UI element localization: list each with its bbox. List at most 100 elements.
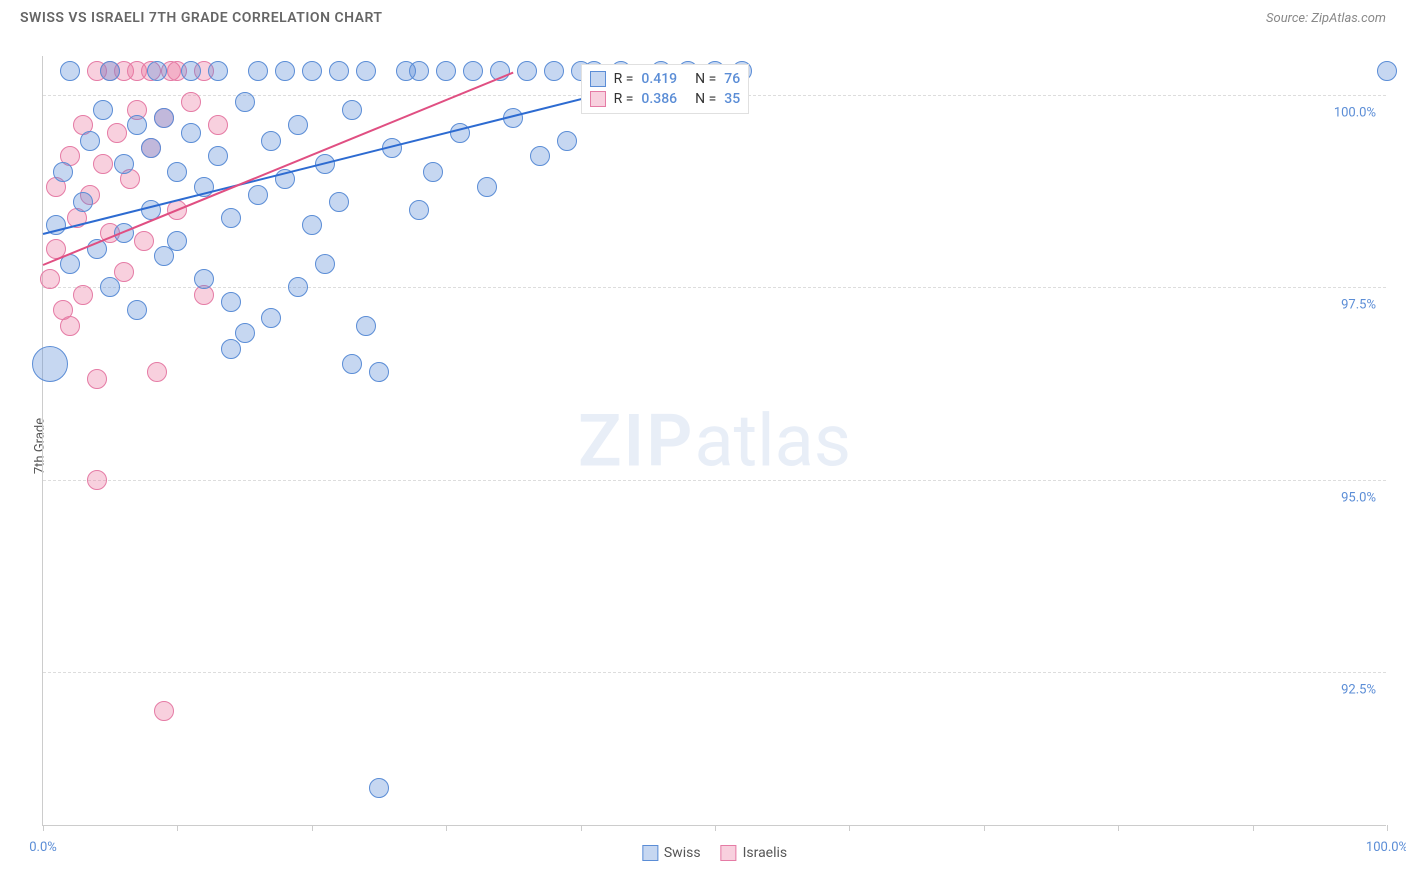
scatter-point-swiss [208, 146, 228, 166]
scatter-point-israelis [87, 470, 107, 490]
x-tick [177, 825, 178, 831]
scatter-point-swiss [517, 61, 537, 81]
scatter-point-swiss [248, 61, 268, 81]
y-tick-label: 95.0% [1316, 490, 1376, 505]
legend-label-israelis: Israelis [743, 845, 788, 861]
scatter-point-swiss [221, 339, 241, 359]
scatter-point-swiss [302, 61, 322, 81]
scatter-point-swiss [409, 200, 429, 220]
scatter-point-swiss [60, 61, 80, 81]
n-value-swiss: 76 [724, 71, 740, 87]
x-tick [1387, 825, 1388, 831]
scatter-point-swiss [356, 316, 376, 336]
scatter-point-swiss [530, 146, 550, 166]
x-tick-label: 100.0% [1366, 840, 1406, 855]
scatter-point-swiss [32, 346, 68, 382]
stats-row-israelis: R = 0.386 N = 35 [590, 89, 741, 109]
legend-swatch-swiss [642, 845, 658, 861]
n-label: N = [695, 91, 716, 107]
scatter-point-israelis [208, 115, 228, 135]
x-tick [715, 825, 716, 831]
r-label: R = [614, 91, 634, 107]
scatter-point-swiss [73, 192, 93, 212]
scatter-point-swiss [221, 292, 241, 312]
scatter-point-swiss [1377, 61, 1397, 81]
scatter-point-swiss [93, 100, 113, 120]
swatch-israelis [590, 91, 606, 107]
scatter-point-swiss [463, 61, 483, 81]
scatter-point-swiss [100, 277, 120, 297]
legend-item-israelis: Israelis [721, 845, 788, 861]
scatter-point-swiss [329, 61, 349, 81]
scatter-point-swiss [557, 131, 577, 151]
scatter-point-swiss [302, 215, 322, 235]
scatter-point-swiss [194, 269, 214, 289]
watermark-atlas: atlas [694, 398, 851, 483]
scatter-point-swiss [275, 61, 295, 81]
gridline [43, 672, 1386, 673]
scatter-point-swiss [342, 100, 362, 120]
scatter-point-swiss [544, 61, 564, 81]
legend-swatch-israelis [721, 845, 737, 861]
gridline [43, 287, 1386, 288]
stats-row-swiss: R =0.419N =76 [590, 69, 741, 89]
scatter-point-swiss [114, 154, 134, 174]
n-value-israelis: 35 [724, 91, 740, 107]
n-label: N = [695, 71, 716, 87]
r-label: R = [614, 71, 634, 87]
scatter-point-swiss [127, 115, 147, 135]
y-tick-label: 100.0% [1316, 105, 1376, 120]
legend-item-swiss: Swiss [642, 845, 701, 861]
scatter-point-swiss [181, 61, 201, 81]
x-tick [312, 825, 313, 831]
scatter-point-israelis [107, 123, 127, 143]
series-legend: Swiss Israelis [642, 845, 787, 861]
scatter-point-swiss [261, 308, 281, 328]
r-value-israelis: 0.386 [641, 91, 677, 107]
x-tick [581, 825, 582, 831]
scatter-point-israelis [60, 316, 80, 336]
source-label: Source: ZipAtlas.com [1266, 11, 1386, 26]
scatter-point-swiss [235, 92, 255, 112]
watermark: ZIPatlas [578, 398, 851, 483]
y-tick-label: 97.5% [1316, 298, 1376, 313]
swatch-swiss [590, 71, 606, 87]
scatter-point-swiss [436, 61, 456, 81]
scatter-point-swiss [356, 61, 376, 81]
scatter-point-israelis [73, 285, 93, 305]
scatter-point-israelis [93, 154, 113, 174]
scatter-point-israelis [134, 231, 154, 251]
scatter-point-swiss [423, 162, 443, 182]
scatter-point-swiss [288, 115, 308, 135]
scatter-point-swiss [208, 61, 228, 81]
scatter-point-swiss [181, 123, 201, 143]
scatter-point-swiss [409, 61, 429, 81]
scatter-point-israelis [181, 92, 201, 112]
scatter-point-swiss [288, 277, 308, 297]
scatter-point-swiss [53, 162, 73, 182]
x-tick [446, 825, 447, 831]
scatter-point-swiss [80, 131, 100, 151]
scatter-point-swiss [477, 177, 497, 197]
scatter-point-swiss [369, 778, 389, 798]
x-tick-label: 0.0% [29, 840, 57, 855]
scatter-point-swiss [315, 254, 335, 274]
scatter-point-swiss [100, 61, 120, 81]
chart-title: SWISS VS ISRAELI 7TH GRADE CORRELATION C… [20, 10, 383, 26]
scatter-point-israelis [40, 269, 60, 289]
scatter-point-israelis [154, 701, 174, 721]
x-tick [1118, 825, 1119, 831]
x-tick [984, 825, 985, 831]
scatter-point-swiss [147, 61, 167, 81]
scatter-point-swiss [261, 131, 281, 151]
x-tick [849, 825, 850, 831]
scatter-point-israelis [147, 362, 167, 382]
scatter-point-swiss [329, 192, 349, 212]
gridline [43, 480, 1386, 481]
legend-label-swiss: Swiss [664, 845, 701, 861]
scatter-point-swiss [248, 185, 268, 205]
chart-plot-area: ZIPatlas 92.5%95.0%97.5%100.0%0.0%100.0%… [42, 56, 1386, 826]
x-tick [43, 825, 44, 831]
scatter-point-swiss [167, 162, 187, 182]
scatter-point-swiss [369, 362, 389, 382]
